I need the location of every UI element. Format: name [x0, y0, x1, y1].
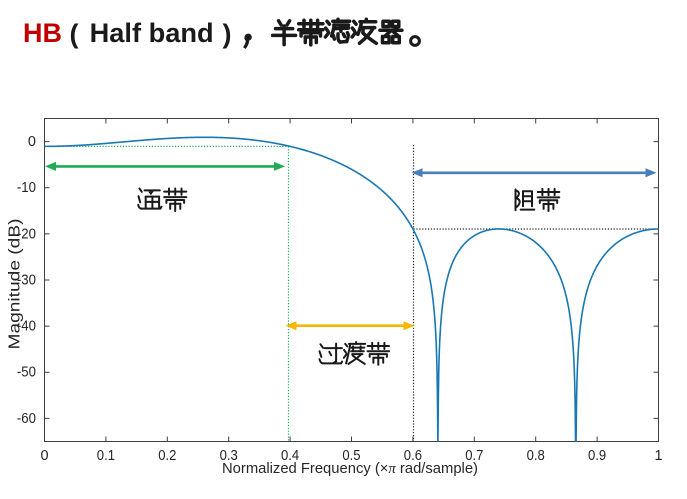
svg-text:Magnitude (dB): Magnitude (dB) [7, 219, 24, 350]
svg-text:-20: -20 [17, 226, 36, 242]
svg-text:0.1: 0.1 [97, 448, 115, 464]
svg-text:-30: -30 [17, 272, 36, 288]
svg-text:0.9: 0.9 [588, 448, 606, 464]
svg-text:0.5: 0.5 [342, 448, 360, 464]
svg-text:-50: -50 [17, 365, 36, 381]
svg-text:Normalized Frequency (×π rad/s: Normalized Frequency (×π rad/sample) [222, 460, 478, 477]
svg-text:0.4: 0.4 [281, 448, 299, 464]
svg-text:(: ( [70, 19, 79, 49]
svg-text:Half band: Half band [90, 18, 214, 48]
svg-text:0.7: 0.7 [465, 448, 483, 464]
svg-text:0.8: 0.8 [527, 448, 545, 464]
svg-text:0: 0 [28, 134, 36, 150]
svg-text:HB: HB [23, 18, 62, 48]
svg-text:0: 0 [40, 448, 48, 464]
svg-text:): ) [223, 19, 232, 49]
svg-text:-10: -10 [17, 180, 36, 196]
svg-text:0.2: 0.2 [158, 448, 176, 464]
svg-text:0.6: 0.6 [404, 448, 422, 464]
svg-text:-60: -60 [17, 411, 36, 427]
svg-text:-40: -40 [17, 319, 36, 335]
svg-text:0.3: 0.3 [220, 448, 238, 464]
svg-text:1: 1 [654, 448, 662, 464]
